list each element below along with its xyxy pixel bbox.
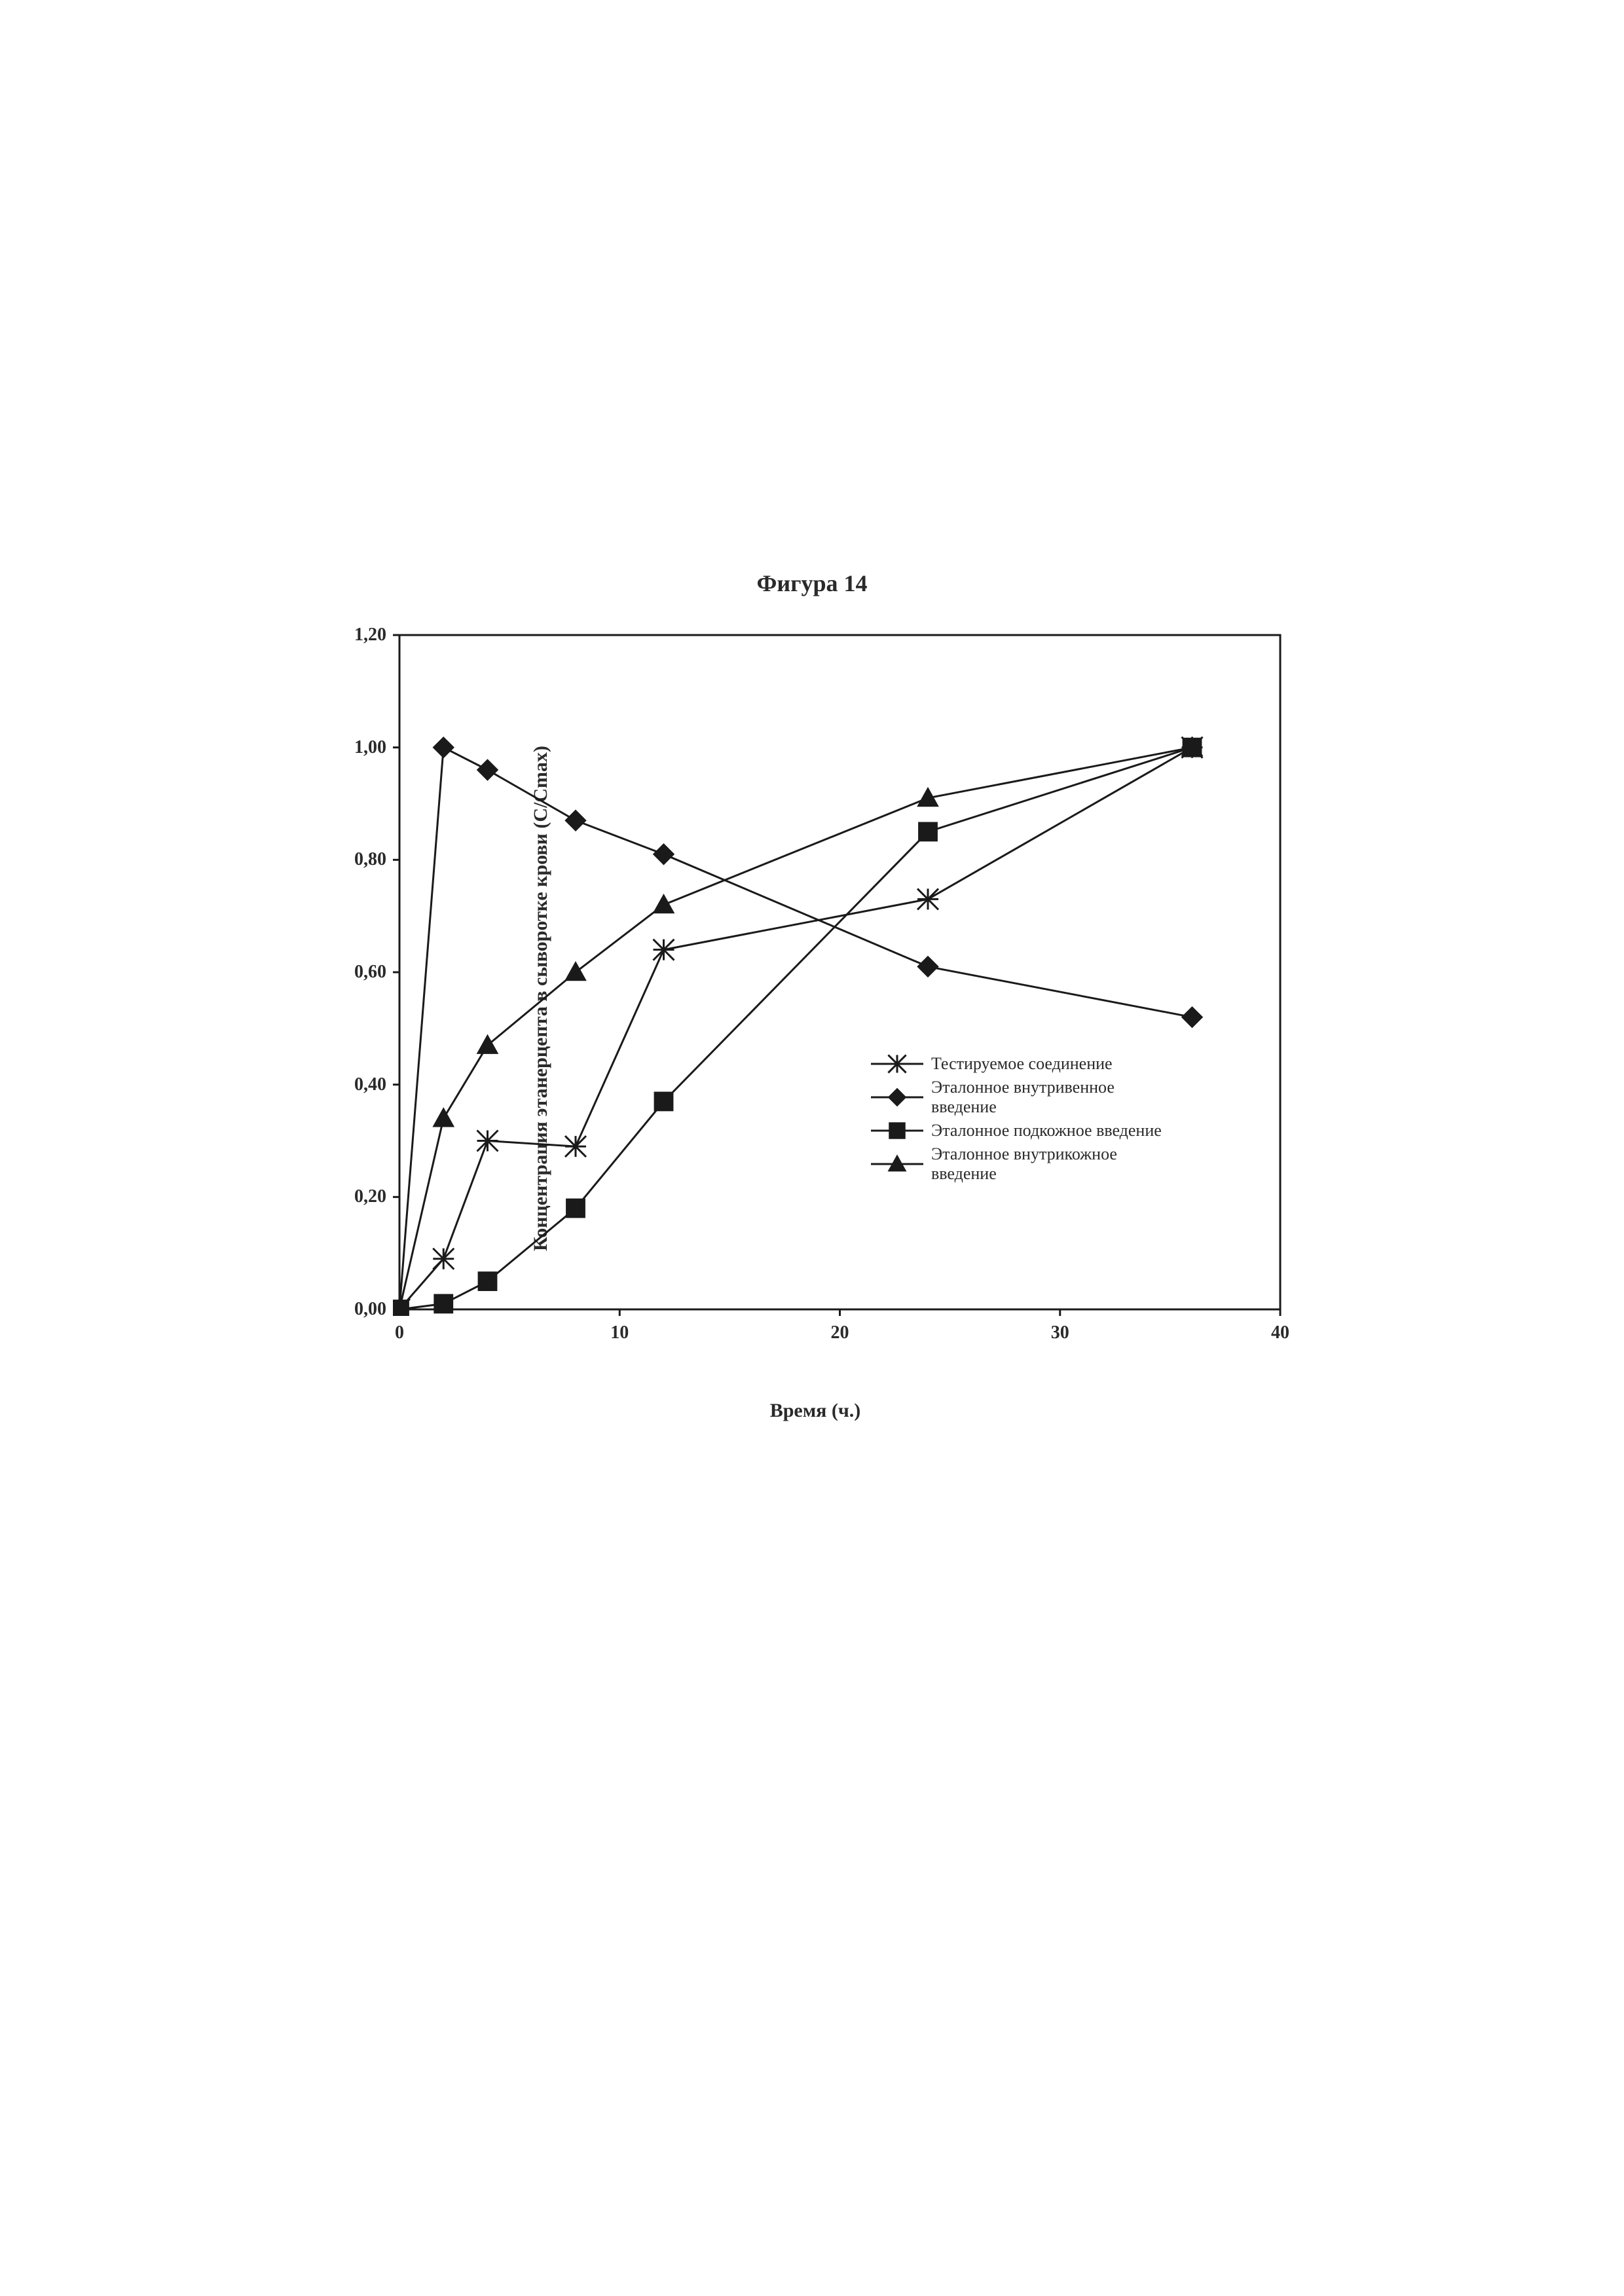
x-axis-label: Время (ч.) [341,1400,1290,1422]
legend-label: Эталонное подкожное введение [931,1121,1162,1140]
legend-label: Эталонное внутривенное введение [931,1078,1115,1117]
legend-item: Эталонное внутривенное введение [871,1078,1162,1117]
x-tick-label: 30 [1051,1322,1069,1343]
legend-marker-icon [871,1087,923,1107]
x-tick-label: 20 [831,1322,849,1343]
legend-item: Эталонное внутрикожное введение [871,1144,1162,1184]
x-tick-label: 40 [1271,1322,1289,1343]
legend-label: Эталонное внутрикожное введение [931,1144,1117,1184]
legend-marker-icon [871,1154,923,1174]
legend-item: Тестируемое соединение [871,1054,1162,1074]
chart-legend: Тестируемое соединение Эталонное внутриве… [871,1054,1162,1188]
legend-item: Эталонное подкожное введение [871,1121,1162,1140]
legend-marker-icon [871,1121,923,1140]
y-tick-label: 0,40 [341,1074,386,1095]
x-tick-label: 0 [395,1322,404,1343]
y-tick-label: 1,20 [341,625,386,646]
y-tick-label: 0,20 [341,1186,386,1207]
legend-marker-icon [871,1054,923,1074]
x-tick-label: 10 [610,1322,629,1343]
chart-container: Концентрация этанерцепта в сыворотке кро… [341,629,1290,1368]
page: Фигура 14 Концентрация этанерцепта в сыв… [0,0,1624,2296]
figure-title: Фигура 14 [0,570,1624,597]
chart-plot [393,629,1290,1316]
y-tick-label: 1,00 [341,737,386,758]
legend-label: Тестируемое соединение [931,1054,1113,1074]
y-tick-label: 0,60 [341,962,386,983]
y-tick-label: 0,00 [341,1299,386,1320]
y-tick-label: 0,80 [341,849,386,870]
